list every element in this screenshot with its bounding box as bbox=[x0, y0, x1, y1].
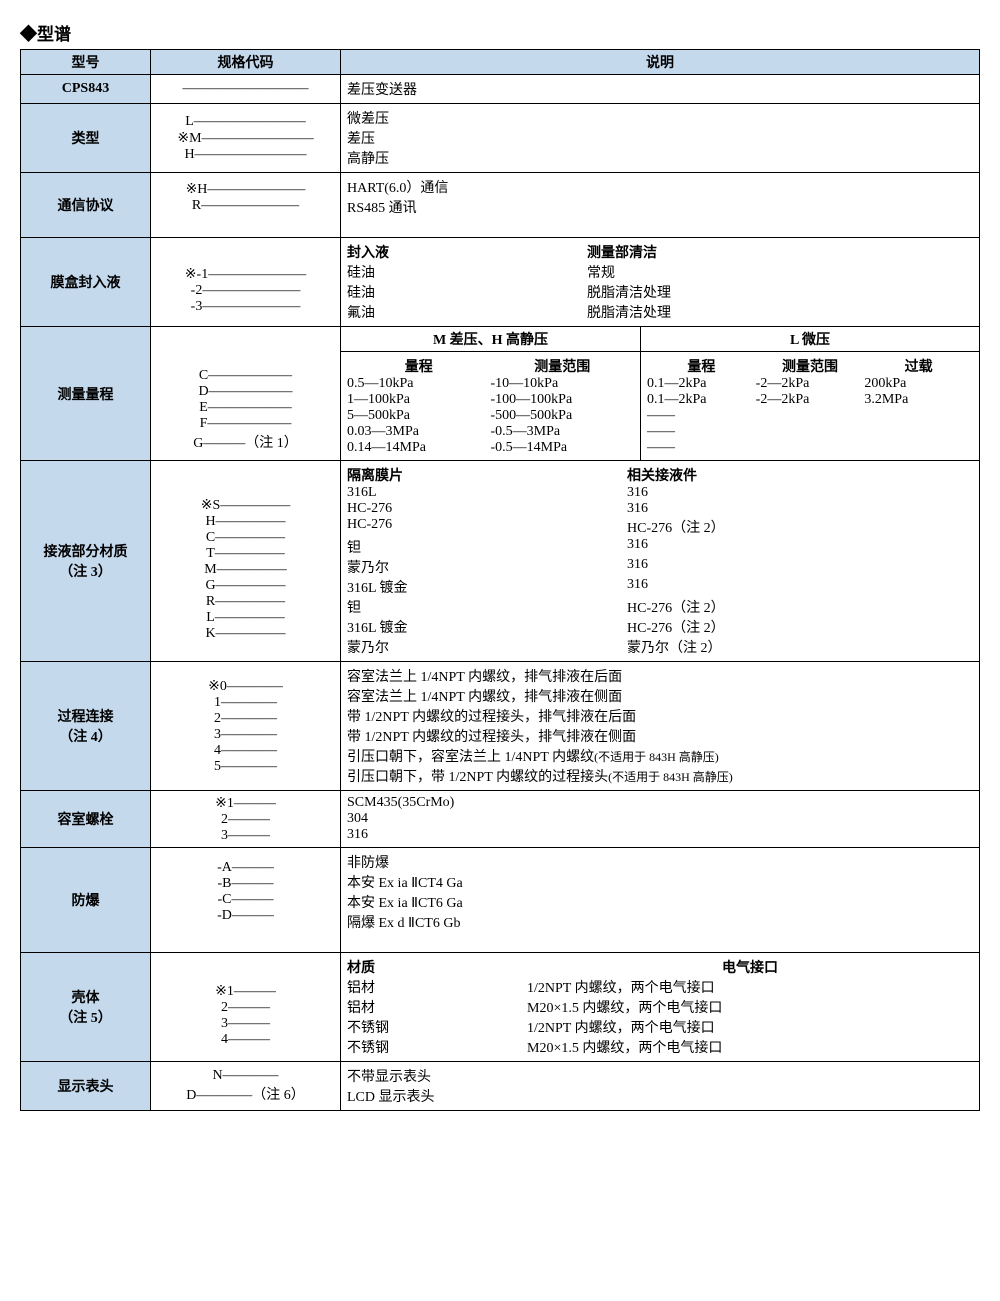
fill-label: 膜盒封入液 bbox=[21, 238, 151, 327]
page-title: ◆型谱 bbox=[20, 20, 980, 45]
fill-codes: ※-1——————— -2——————— -3——————— bbox=[151, 238, 341, 327]
range-codes: C—————— D—————— E—————— F—————— G———（注 1… bbox=[151, 327, 341, 461]
fill-desc: 封入液 测量部清洁 硅油常规 硅油脱脂清洁处理 氟油脱脂清洁处理 bbox=[341, 238, 980, 327]
range-label: 测量量程 bbox=[21, 327, 151, 461]
model-cell: CPS843 bbox=[21, 75, 151, 104]
ex-label: 防爆 bbox=[21, 848, 151, 953]
spec-table: 型号 规格代码 说明 CPS843 ————————— 差压变送器 类型 L——… bbox=[20, 49, 980, 1111]
wet-label: 接液部分材质 （注 3） bbox=[21, 461, 151, 662]
range-mh-body: 量程 测量范围 0.5—10kPa-10—10kPa 1—100kPa-100—… bbox=[341, 352, 641, 461]
type-descs: 微差压 差压 高静压 bbox=[341, 104, 980, 173]
ex-desc: 非防爆 本安 Ex ia ⅡCT4 Ga 本安 Ex ia ⅡCT6 Ga 隔爆… bbox=[341, 848, 980, 953]
proc-codes: ※0———— 1———— 2———— 3———— 4———— 5———— bbox=[151, 662, 341, 791]
bolt-codes: ※1——— 2——— 3——— bbox=[151, 791, 341, 848]
range-mh-hdr: M 差压、H 高静压 bbox=[341, 327, 641, 352]
bolt-label: 容室螺栓 bbox=[21, 791, 151, 848]
comm-label: 通信协议 bbox=[21, 173, 151, 238]
th-desc: 说明 bbox=[341, 50, 980, 75]
ex-codes: -A——— -B——— -C——— -D——— bbox=[151, 848, 341, 953]
th-code: 规格代码 bbox=[151, 50, 341, 75]
proc-desc: 容室法兰上 1/4NPT 内螺纹，排气排液在后面 容室法兰上 1/4NPT 内螺… bbox=[341, 662, 980, 791]
type-label: 类型 bbox=[21, 104, 151, 173]
disp-label: 显示表头 bbox=[21, 1062, 151, 1111]
house-desc: 材质电气接口 铝材1/2NPT 内螺纹，两个电气接口 铝材M20×1.5 内螺纹… bbox=[341, 953, 980, 1062]
comm-codes: ※H——————— R——————— bbox=[151, 173, 341, 238]
disp-codes: N———— D————（注 6） bbox=[151, 1062, 341, 1111]
comm-descs: HART(6.0）通信 RS485 通讯 bbox=[341, 173, 980, 238]
house-label: 壳体 （注 5） bbox=[21, 953, 151, 1062]
model-desc: 差压变送器 bbox=[341, 75, 980, 104]
th-model: 型号 bbox=[21, 50, 151, 75]
model-code: ————————— bbox=[151, 75, 341, 104]
disp-desc: 不带显示表头 LCD 显示表头 bbox=[341, 1062, 980, 1111]
proc-label: 过程连接 （注 4） bbox=[21, 662, 151, 791]
bolt-desc: SCM435(35CrMo) 304 316 bbox=[341, 791, 980, 848]
house-codes: ※1——— 2——— 3——— 4——— bbox=[151, 953, 341, 1062]
wet-codes: ※S————— H————— C————— T————— M————— G———… bbox=[151, 461, 341, 662]
range-l-body: 量程 测量范围 过载 0.1—2kPa-2—2kPa200kPa 0.1—2kP… bbox=[641, 352, 980, 461]
type-codes: L———————— ※M———————— H———————— bbox=[151, 104, 341, 173]
range-l-hdr: L 微压 bbox=[641, 327, 980, 352]
wet-desc: 隔离膜片相关接液件 316L316 HC-276316 HC-276HC-276… bbox=[341, 461, 980, 662]
